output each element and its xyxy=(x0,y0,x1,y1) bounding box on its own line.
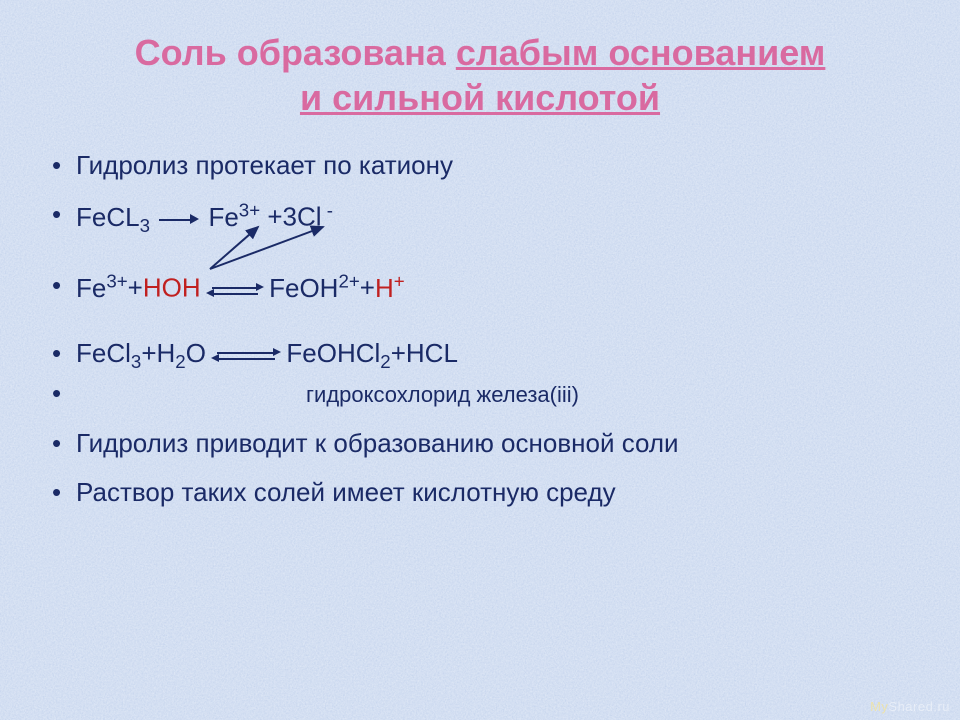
fe3-text: Fe xyxy=(76,273,106,303)
bullet-7: Раствор таких солей имеет кислотную сред… xyxy=(48,475,912,510)
h-plus: H+ xyxy=(375,273,405,303)
bullet-3: Fe3++HOH FeOH2++H+ xyxy=(48,268,912,306)
h2o-o: O xyxy=(186,338,206,368)
hoh: HOH xyxy=(143,273,201,303)
watermark: MyShared.ru xyxy=(870,699,950,714)
fecl3: FeCL3 xyxy=(76,202,150,232)
bullet-5-label: гидроксохлорид железа(iii) xyxy=(76,380,579,410)
title-line1-underlined: слабым основанием xyxy=(456,32,826,73)
bullet-4: FeCl3+H2O FeOHCl2+HCL xyxy=(48,336,912,374)
fe3plus-2: Fe3+ xyxy=(76,273,128,303)
plus-1: + xyxy=(128,273,143,303)
fe3plus: Fe3+ xyxy=(208,202,260,232)
watermark-ru: .ru xyxy=(933,699,950,714)
h2o: H2O xyxy=(157,338,206,368)
bullet-6: Гидролиз приводит к образованию основной… xyxy=(48,426,912,461)
reaction-arrow-icon xyxy=(157,207,201,230)
bullet-1-text: Гидролиз протекает по катиону xyxy=(76,150,453,180)
bullet-7-text: Раствор таких солей имеет кислотную сред… xyxy=(76,477,616,507)
equilibrium-arrow-icon-2 xyxy=(213,342,279,368)
bullet-list: Гидролиз протекает по катиону FeCL3 Fe3+… xyxy=(48,148,912,510)
bullet-5: гидроксохлорид железа(iii) xyxy=(48,376,912,411)
hcl: HCL xyxy=(406,338,458,368)
slide-content: Соль образована слабым основанием и силь… xyxy=(48,30,912,510)
fe-text: Fe xyxy=(208,202,238,232)
title-line2: и сильной кислотой xyxy=(300,77,660,118)
equilibrium-arrow-icon xyxy=(208,277,262,303)
fecl3-2: FeCl3 xyxy=(76,338,141,368)
bullet-1: Гидролиз протекает по катиону xyxy=(48,148,912,183)
h2o-h: H xyxy=(157,338,176,368)
plus-3cl: +3Cl xyxy=(260,202,321,232)
watermark-shared: Shared xyxy=(888,699,933,714)
slide-title: Соль образована слабым основанием и силь… xyxy=(48,30,912,120)
feoh2plus: FeOH2+ xyxy=(269,273,360,303)
feohcl2: FeOHCl2 xyxy=(286,338,390,368)
feoh-text: FeOH xyxy=(269,273,338,303)
h-text: H xyxy=(375,273,394,303)
title-line1-plain: Соль образована xyxy=(135,32,456,73)
bullet-6-text: Гидролиз приводит к образованию основной… xyxy=(76,428,679,458)
feohcl2-text: FeOHCl xyxy=(286,338,380,368)
bullet-2: FeCL3 Fe3+ +3Cl - xyxy=(48,197,912,238)
plus-2: + xyxy=(360,273,375,303)
watermark-my: My xyxy=(870,699,888,714)
fecl3-text: FeCL xyxy=(76,202,140,232)
slide: Соль образована слабым основанием и силь… xyxy=(0,0,960,720)
fecl3-2-text: FeCl xyxy=(76,338,131,368)
cl-minus: - xyxy=(322,202,333,232)
